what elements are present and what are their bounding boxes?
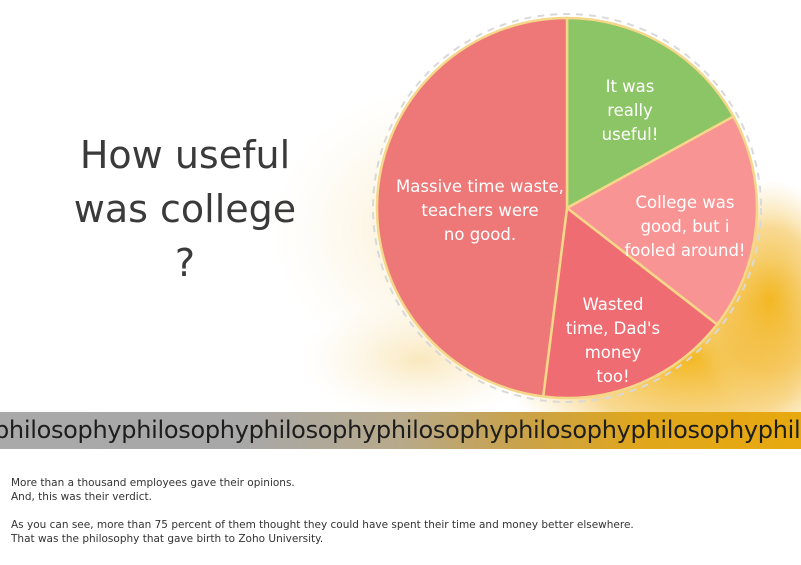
slice-label-line: Wasted — [582, 295, 643, 314]
slice-label-line: College was — [635, 193, 734, 212]
slice-label-line: no good. — [444, 225, 516, 244]
title-line: How useful — [79, 133, 291, 177]
pie-chart: It was really useful! College was good, but … — [270, 13, 801, 412]
slice-label-line: good, but i — [641, 217, 730, 236]
slice-label-line: time, Dad's — [566, 319, 660, 338]
slice-label-line: really — [607, 101, 653, 120]
title-line: was college — [73, 187, 297, 231]
page-title: How useful was college ? — [60, 128, 310, 290]
slice-label-line: money — [585, 343, 642, 362]
slice-label-line: useful! — [602, 125, 659, 144]
pie-slice — [564, 114, 759, 327]
slice-label: Massive time waste, teachers were no good. — [396, 177, 564, 244]
slice-label-line: teachers were — [421, 201, 538, 220]
slice-label-line: too! — [596, 367, 629, 386]
slice-label: College was good, but i fooled around! — [624, 193, 745, 260]
paragraph-line: And, this was their verdict. — [11, 491, 152, 503]
slice-label-line: Massive time waste, — [396, 177, 564, 196]
pie-slice — [541, 205, 719, 400]
paragraph-line: More than a thousand employees gave thei… — [11, 477, 295, 489]
pie-dashed-ring — [372, 13, 762, 403]
philosophy-ticker: philosophyphilosophyphilosophyphilosophy… — [0, 412, 801, 449]
pie-slice — [375, 16, 569, 398]
paragraph-line: As you can see, more than 75 percent of … — [11, 519, 634, 531]
title-line: ? — [174, 241, 196, 285]
paragraph-line: That was the philosophy that gave birth … — [11, 533, 324, 545]
slice-label: It was really useful! — [602, 77, 659, 144]
pie-slice — [565, 16, 736, 211]
description: More than a thousand employees gave thei… — [11, 476, 771, 546]
slice-label-line: fooled around! — [624, 241, 745, 260]
hero-section: It was really useful! College was good, but … — [60, 13, 801, 412]
ticker-text: philosophyphilosophyphilosophyphilosophy… — [0, 416, 801, 444]
slice-label-line: It was — [606, 77, 655, 96]
slice-label: Wasted time, Dad's money too! — [566, 295, 660, 386]
